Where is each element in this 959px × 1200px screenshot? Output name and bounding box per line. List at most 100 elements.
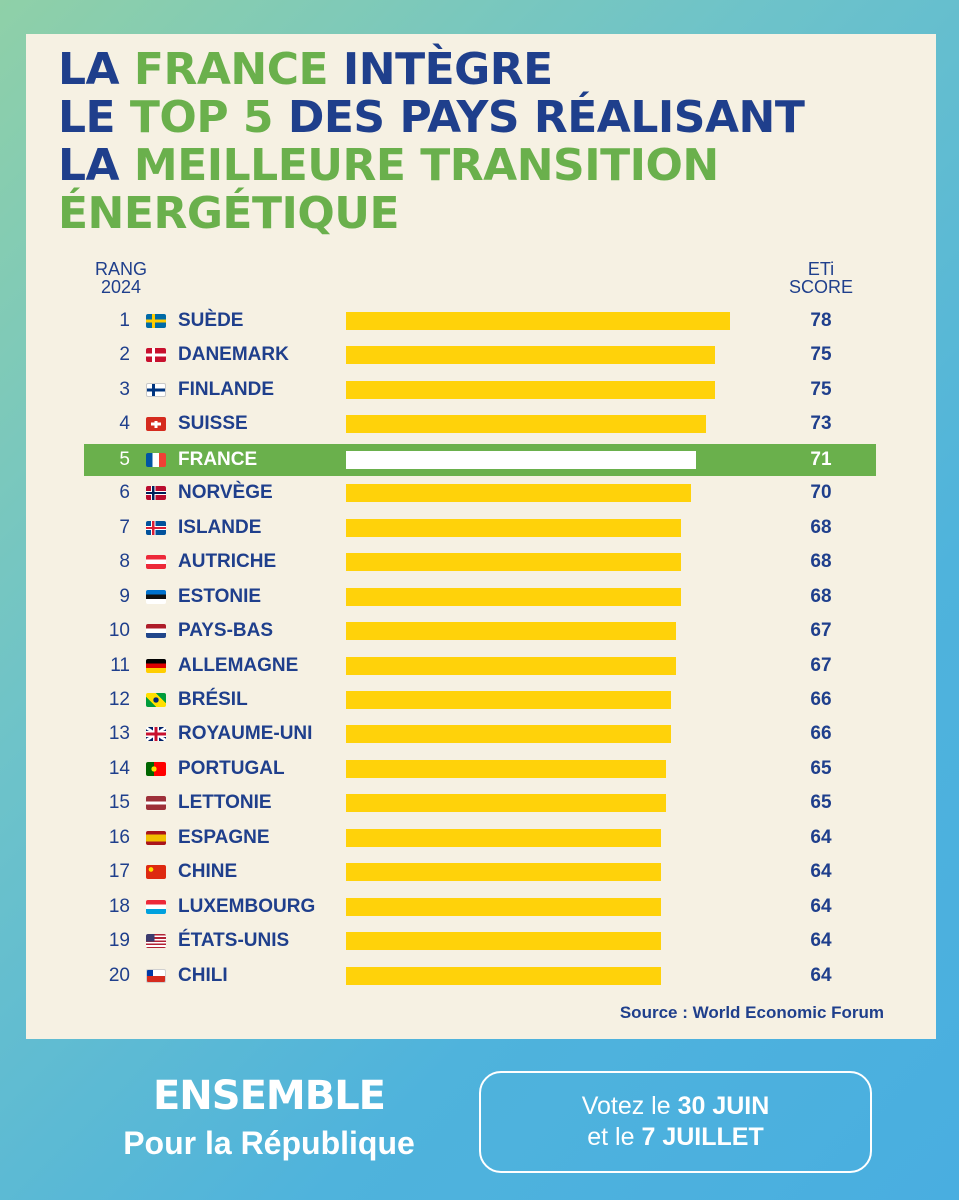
score-label: 64 [810,964,832,986]
vote-date-2: 7 JUILLET [641,1123,764,1151]
bar-finlande [346,380,716,399]
headline-line-2: LE TOP 5 DES PAYS RÉALISANT [58,92,805,143]
country-label: PORTUGAL [178,757,285,779]
flag-uk-icon [146,727,166,742]
score-label: 66 [810,723,832,745]
score-label: 75 [810,378,832,400]
rank-label: 13 [108,723,130,745]
score-label: 68 [810,516,832,538]
bar-lettonie [346,794,667,813]
headline-line-4: ÉNERGÉTIQUE [58,190,804,238]
score-label: 75 [810,344,832,366]
rank-label: 4 [119,413,130,435]
chart-row: 11 ALLEMAGNE 67 [84,650,876,682]
bar-états-unis [346,932,662,951]
rank-label: 14 [108,757,130,779]
chart-row: 20 CHILI 64 [84,960,876,992]
country-label: ALLEMAGNE [178,654,299,676]
rank-label: 11 [110,654,130,676]
rank-header-line2: 2024 [100,277,142,297]
chart-row: 3 FINLANDE 75 [84,374,876,406]
chart-row: 10 PAYS-BAS 67 [84,615,876,647]
rank-column-header: RANG 2024 [88,260,154,296]
score-label: 70 [810,482,832,504]
rank-label: 2 [119,344,130,366]
bar-suède [346,312,731,330]
chart-row-highlighted: 5 FRANCE 71 [84,444,876,477]
rank-label: 9 [119,585,130,607]
score-label: 67 [810,654,832,676]
bar-chili [346,966,662,985]
rank-label: 20 [108,964,130,986]
score-label: 68 [810,551,832,573]
brand-name: ENSEMBLE [152,1073,386,1119]
headline-text: DES PAYS RÉALISANT [273,92,805,143]
rank-label: 6 [119,482,130,504]
bar-france [346,451,696,470]
chart-row: 6 NORVÈGE 70 [84,477,876,509]
score-header-line2: SCORE [788,277,853,297]
headline-highlight: MEILLEURE TRANSITION [133,140,719,191]
country-label: AUTRICHE [178,551,277,573]
chart-row: 18 LUXEMBOURG 64 [84,891,876,923]
bar-danemark [346,346,716,365]
country-label: ESTONIE [178,585,262,607]
chart-row: 15 LETTONIE 65 [84,787,876,819]
country-label: DANEMARK [178,344,289,366]
flag-germany-icon [146,658,166,673]
country-label: ROYAUME-UNI [178,723,313,745]
headline-text: LA [58,44,134,95]
flag-usa-icon [146,934,166,949]
country-label: CHINE [178,861,238,883]
flag-austria-icon [146,555,166,570]
vote-date-1: 30 JUIN [677,1092,770,1120]
headline: LA FRANCE INTÈGRE LE TOP 5 DES PAYS RÉALI… [58,44,805,238]
headline-text: LA [58,140,134,191]
flag-norway-icon [146,486,166,501]
headline-highlight: FRANCE [133,44,329,95]
flag-iceland-icon [146,520,166,535]
flag-france-icon [146,453,166,468]
rank-label: 10 [108,620,130,642]
rank-label: 18 [108,895,130,917]
rank-label: 1 [119,310,130,331]
headline-highlight: TOP 5 [129,92,274,143]
chart-row: 14 PORTUGAL 65 [84,753,876,785]
headline-text: LE [58,92,130,143]
chart-row: 7 ISLANDE 68 [84,512,876,544]
vote-line-2-text: et le [587,1123,642,1151]
country-label: ISLANDE [178,516,262,538]
flag-switzerland-icon [146,417,166,432]
vote-line-2: et le 7 JUILLET [481,1122,870,1153]
country-label: NORVÈGE [178,482,273,504]
score-label: 67 [810,620,832,642]
score-label: 64 [810,895,832,917]
chart-row: 9 ESTONIE 68 [84,581,876,613]
chart-row: 19 ÉTATS-UNIS 64 [84,925,876,957]
flag-finland-icon [146,382,166,397]
score-column-header: ETi SCORE [776,260,866,296]
score-label: 73 [810,413,832,435]
flag-estonia-icon [146,589,166,604]
bar-portugal [346,759,667,778]
vote-dates-box: Votez le 30 JUIN et le 7 JUILLET [479,1071,872,1173]
flag-denmark-icon [146,348,166,363]
flag-china-icon [146,865,166,880]
rank-label: 12 [108,688,130,710]
chart-row: 8 AUTRICHE 68 [84,546,876,578]
rank-label: 3 [119,378,130,400]
chart-row: 1 SUÈDE 78 [84,305,876,337]
score-label: 66 [810,688,832,710]
vote-line-1-text: Votez le [581,1092,678,1120]
rank-label: 15 [108,792,130,814]
bar-suisse [346,415,706,434]
flag-chile-icon [146,968,166,983]
flag-spain-icon [146,830,166,845]
country-label: SUÈDE [178,310,244,331]
source-note: Source : World Economic Forum [619,1003,884,1022]
score-label: 64 [810,826,832,848]
chart-row: 2 DANEMARK 75 [84,339,876,371]
headline-line-3: LA MEILLEURE TRANSITION [58,142,804,190]
brand-tagline: Pour la République [123,1125,415,1161]
chart-row: 12 BRÉSIL 66 [84,684,876,716]
